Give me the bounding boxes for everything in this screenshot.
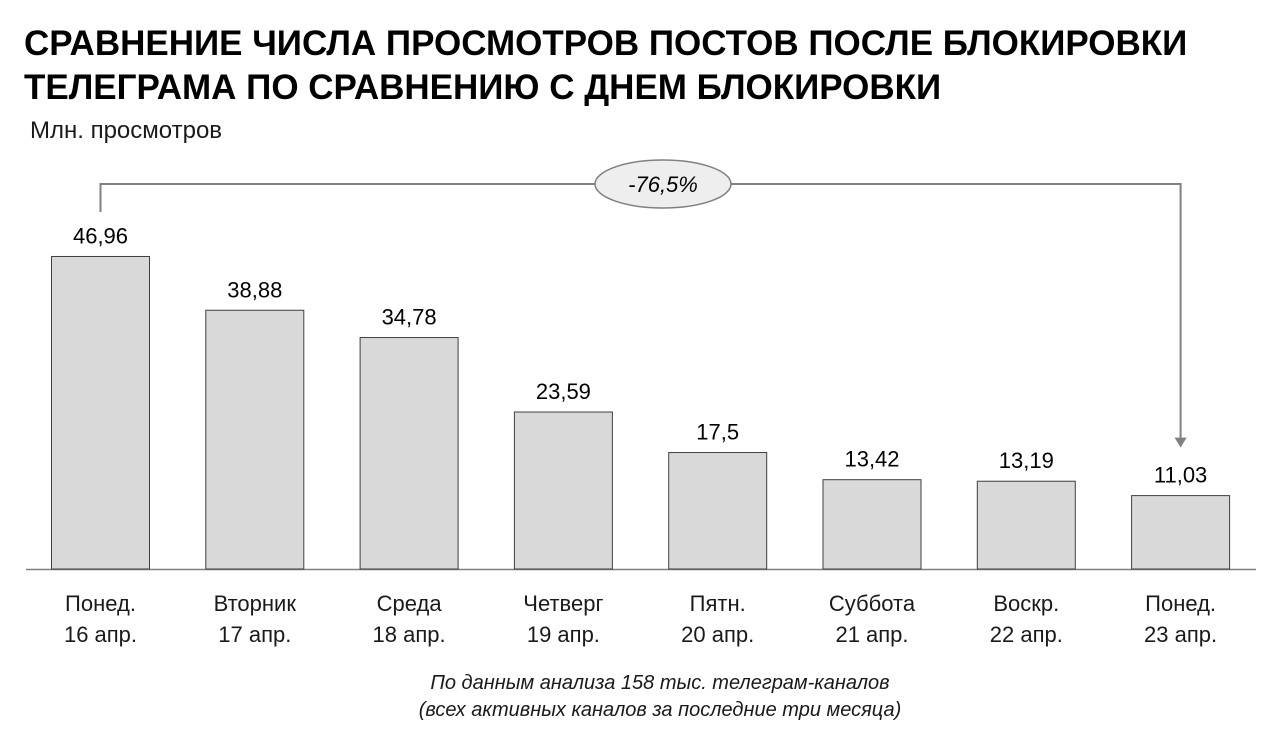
change-badge-label: -76,5% xyxy=(628,172,698,197)
source-note: По данным анализа 158 тыс. телеграм-кана… xyxy=(0,670,1280,724)
category-label-4-line-1: Четверг xyxy=(523,591,603,616)
data-label-2: 38,88 xyxy=(227,277,282,302)
bar-7 xyxy=(976,480,1076,570)
category-label-3-line-1: Среда xyxy=(377,591,443,616)
category-label-3-line-2: 18 апр. xyxy=(373,622,446,647)
bar-3 xyxy=(359,337,459,570)
change-badge xyxy=(594,159,732,209)
bar-1 xyxy=(51,255,150,570)
category-label-6-line-1: Суббота xyxy=(829,591,916,616)
category-label-1-line-1: Понед. xyxy=(65,591,136,616)
data-label-8: 11,03 xyxy=(1154,463,1207,488)
category-label-8-line-1: Понед. xyxy=(1145,591,1216,616)
data-label-6: 13,42 xyxy=(844,447,899,472)
source-note-line-2: (всех активных каналов за последние три … xyxy=(418,699,902,721)
category-label-7-line-1: Воскр. xyxy=(993,591,1059,616)
chart-title-line-2: ТЕЛЕГРАМА ПО СРАВНЕНИЮ С ДНЕМ БЛОКИРОВКИ xyxy=(24,68,942,107)
y-axis-label: Млн. просмотров xyxy=(30,117,223,144)
category-label-5-line-2: 20 апр. xyxy=(681,622,754,647)
bar-6 xyxy=(822,479,922,570)
data-label-5: 17,5 xyxy=(696,420,739,445)
bar-4 xyxy=(513,411,613,570)
data-label-4: 23,59 xyxy=(536,379,591,404)
category-label-8-line-2: 23 апр. xyxy=(1144,622,1217,647)
bar-5 xyxy=(668,452,768,570)
category-label-4-line-2: 19 апр. xyxy=(527,622,600,647)
category-label-7-line-2: 22 апр. xyxy=(990,622,1063,647)
bar-2 xyxy=(205,309,305,570)
bar-8 xyxy=(1131,495,1231,570)
category-label-2-line-1: Вторник xyxy=(214,591,297,616)
data-label-7: 13,19 xyxy=(999,448,1054,473)
source-note-line-1: По данным анализа 158 тыс. телеграм-кана… xyxy=(430,672,890,694)
category-label-2-line-2: 17 апр. xyxy=(218,622,291,647)
change-arrowhead xyxy=(1174,437,1187,448)
data-label-1: 46,96 xyxy=(73,223,128,248)
category-label-1-line-2: 16 апр. xyxy=(64,622,137,647)
data-label-3: 34,78 xyxy=(382,305,437,330)
category-label-5-line-1: Пятн. xyxy=(690,591,746,616)
chart-title-line-1: СРАВНЕНИЕ ЧИСЛА ПРОСМОТРОВ ПОСТОВ ПОСЛЕ … xyxy=(24,24,1188,63)
chart-title: СРАВНЕНИЕ ЧИСЛА ПРОСМОТРОВ ПОСТОВ ПОСЛЕ … xyxy=(24,22,1264,110)
category-label-6-line-2: 21 апр. xyxy=(835,622,908,647)
